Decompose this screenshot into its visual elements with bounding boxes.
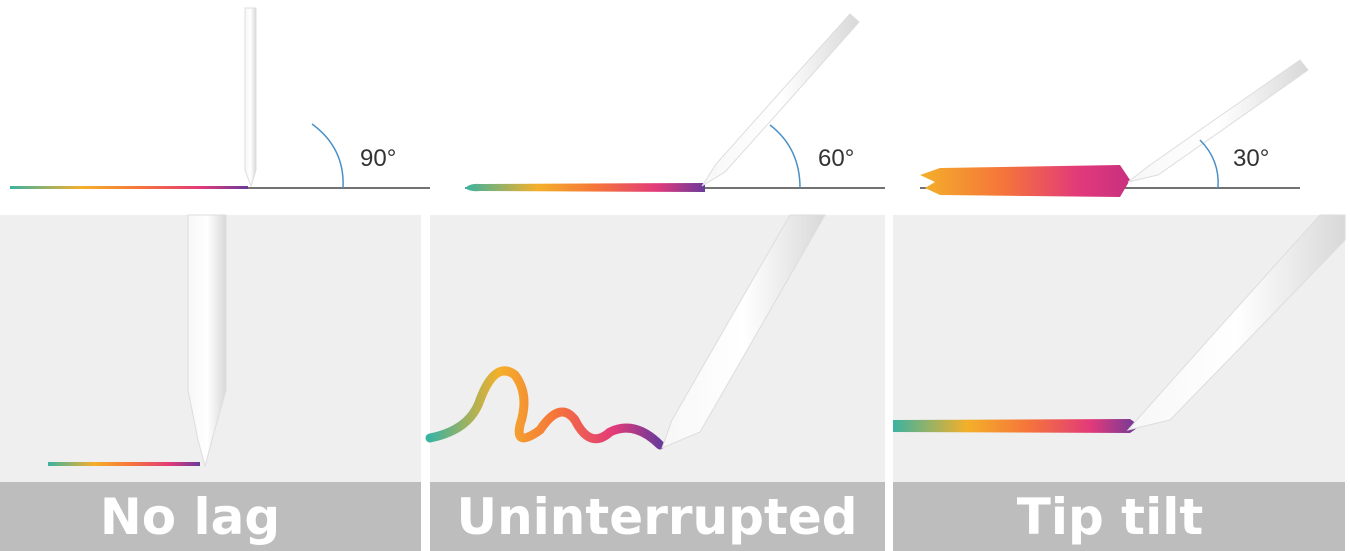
caption-bar xyxy=(0,482,421,551)
panel-uninterrupted: Uninterrupted xyxy=(425,214,885,551)
angle-label: 30° xyxy=(1233,145,1269,172)
angle-label: 60° xyxy=(818,145,854,172)
panel-tip-tilt: Tip tilt xyxy=(893,214,1346,551)
top-row: 90° 60° 30° xyxy=(10,7,1309,197)
caption: No lag xyxy=(100,488,280,546)
ink-stroke xyxy=(10,186,248,189)
panel-no-lag: No lag xyxy=(0,214,421,551)
pencil xyxy=(1127,59,1309,183)
ink-stroke xyxy=(920,165,1130,197)
caption: Tip tilt xyxy=(1017,488,1204,546)
caption: Uninterrupted xyxy=(456,488,857,546)
angle-arc xyxy=(769,124,801,189)
caption-bar xyxy=(430,482,885,551)
pencil xyxy=(701,13,860,187)
ink-stroke xyxy=(465,183,705,192)
angle-arc xyxy=(1199,139,1219,189)
caption-bar xyxy=(893,482,1345,551)
ink-stroke xyxy=(48,462,200,466)
pencil xyxy=(187,214,227,468)
angle-label: 90° xyxy=(360,145,396,172)
pencil xyxy=(1126,214,1346,431)
pencil xyxy=(661,214,826,449)
ink-stroke xyxy=(425,366,665,450)
ink-stroke xyxy=(893,419,1140,433)
pencil xyxy=(244,7,257,188)
angle-arc xyxy=(311,123,344,189)
